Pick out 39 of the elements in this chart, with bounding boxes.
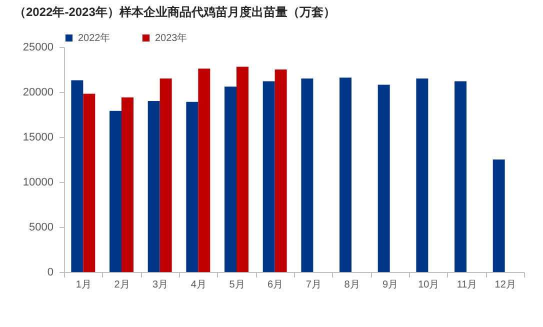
x-tick-label: 6月 bbox=[268, 280, 284, 290]
legend-label: 2023年 bbox=[155, 32, 188, 44]
bar bbox=[416, 78, 428, 272]
y-tick-label: 25000 bbox=[22, 42, 54, 54]
bar bbox=[160, 78, 172, 272]
bar bbox=[198, 68, 210, 272]
bar bbox=[492, 160, 505, 272]
bar bbox=[110, 110, 122, 272]
bar bbox=[122, 97, 134, 272]
y-tick-label: 15000 bbox=[22, 132, 54, 144]
bar bbox=[301, 78, 314, 272]
legend-label: 2022年 bbox=[78, 32, 110, 44]
bar bbox=[224, 86, 236, 272]
x-tick-label: 4月 bbox=[190, 280, 206, 290]
x-tick-label: 12月 bbox=[494, 280, 516, 290]
bar bbox=[340, 78, 352, 272]
x-tick-label: 10月 bbox=[418, 280, 440, 290]
y-tick-label: 10000 bbox=[22, 176, 54, 188]
x-tick-label: 9月 bbox=[382, 280, 398, 290]
x-tick-label: 1月 bbox=[76, 280, 92, 290]
bar bbox=[454, 81, 466, 272]
bar bbox=[71, 80, 84, 272]
bar bbox=[148, 101, 160, 272]
chart-title: （2022年-2023年）样本企业商品代鸡苗月度出苗量（万套） bbox=[14, 5, 336, 19]
bar bbox=[236, 66, 248, 272]
y-tick-label: 20000 bbox=[22, 86, 54, 98]
x-tick-label: 3月 bbox=[152, 280, 168, 290]
x-tick-label: 2月 bbox=[114, 280, 130, 290]
x-tick-label: 11月 bbox=[456, 280, 478, 290]
y-tick-label: 0 bbox=[47, 266, 54, 278]
bar bbox=[186, 102, 198, 272]
x-tick-label: 8月 bbox=[344, 280, 360, 290]
bar bbox=[378, 84, 390, 272]
x-tick-label: 7月 bbox=[306, 280, 322, 290]
y-tick-label: 5000 bbox=[29, 222, 54, 234]
x-tick-label: 5月 bbox=[229, 280, 245, 290]
bar bbox=[83, 94, 96, 272]
bar bbox=[262, 81, 275, 272]
bar bbox=[274, 70, 287, 272]
